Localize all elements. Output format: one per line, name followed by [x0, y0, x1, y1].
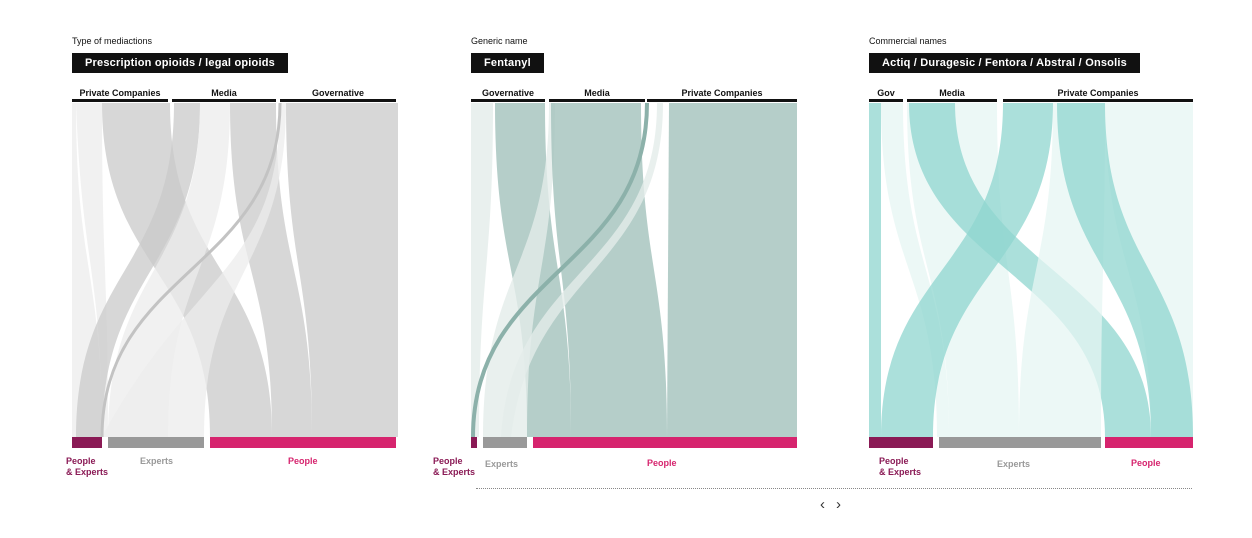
- next-arrow-icon[interactable]: ›: [836, 496, 841, 513]
- source-private-companies[interactable]: Private Companies: [1003, 88, 1193, 102]
- sankey-flows: [72, 102, 398, 448]
- flow-private-people-main: [1057, 103, 1193, 437]
- target-experts[interactable]: Experts: [997, 459, 1031, 469]
- target-people-experts-line1: People: [879, 456, 909, 466]
- target-bar-people: [210, 437, 396, 448]
- flow-gov-people: [286, 103, 398, 437]
- source-media[interactable]: Media: [549, 88, 645, 102]
- flow-gov-thin: [100, 102, 282, 438]
- panel-kicker: Type of mediactions: [72, 36, 153, 46]
- flow-media-experts: [108, 103, 230, 437]
- flow-private-people-experts: [881, 103, 1053, 437]
- target-people[interactable]: People: [647, 458, 677, 468]
- source-gov[interactable]: Gov: [869, 88, 903, 102]
- target-people-experts-line2: & Experts: [879, 467, 922, 477]
- sankey-flows: [471, 102, 797, 448]
- target-bar-experts: [939, 437, 1101, 448]
- flow-media-people: [230, 103, 312, 437]
- flow-gov-experts: [471, 103, 493, 437]
- panel-kicker: Commercial names: [869, 36, 947, 46]
- source-governative[interactable]: Governative: [471, 88, 545, 102]
- target-people[interactable]: People: [1131, 458, 1161, 468]
- panel-title: Fentanyl: [471, 53, 544, 73]
- panel-title: Prescription opioids / legal opioids: [72, 53, 288, 73]
- target-bar-experts: [483, 437, 527, 448]
- flow-media-experts: [483, 103, 555, 437]
- target-bar-people: [533, 437, 797, 448]
- target-bar-people: [1105, 437, 1193, 448]
- panel-title: Actiq / Duragesic / Fentora / Abstral / …: [869, 53, 1140, 73]
- target-people-experts[interactable]: People & Experts: [66, 456, 108, 478]
- flow-private-people: [667, 103, 797, 437]
- source-private-companies[interactable]: Private Companies: [647, 88, 797, 102]
- target-people-experts-line1: People: [66, 456, 96, 466]
- target-experts[interactable]: Experts: [140, 456, 174, 466]
- source-media[interactable]: Media: [907, 88, 997, 102]
- target-experts[interactable]: Experts: [485, 459, 519, 469]
- flow-gov-people-experts: [869, 103, 881, 437]
- target-bar-people-experts: [72, 437, 102, 448]
- carousel-dotted-divider: [476, 488, 1192, 489]
- target-people-experts[interactable]: People & Experts: [433, 456, 475, 478]
- panel-fentanyl: Generic name Fentanyl Governative Media …: [433, 0, 801, 538]
- panel-commercial-names: Commercial names Actiq / Duragesic / Fen…: [869, 0, 1199, 538]
- source-governative[interactable]: Governative: [280, 88, 396, 102]
- flow-media-people-experts: [76, 103, 200, 437]
- target-bar-experts: [108, 437, 204, 448]
- target-people-experts-line1: People: [433, 456, 463, 466]
- target-people[interactable]: People: [288, 456, 318, 466]
- target-bar-people-experts: [869, 437, 933, 448]
- target-people-experts-line2: & Experts: [433, 467, 476, 477]
- target-people-experts-line2: & Experts: [66, 467, 109, 477]
- target-people-experts[interactable]: People & Experts: [879, 456, 921, 478]
- flow-media-people: [551, 103, 667, 437]
- flow-private-people-experts: [471, 102, 649, 438]
- target-bar-people-experts: [471, 437, 477, 448]
- source-private-companies[interactable]: Private Companies: [72, 88, 168, 102]
- prev-arrow-icon[interactable]: ‹: [820, 496, 825, 513]
- flow-gov-experts: [102, 103, 286, 437]
- panel-kicker: Generic name: [471, 36, 528, 46]
- source-media[interactable]: Media: [172, 88, 276, 102]
- sankey-flows: [869, 103, 1193, 448]
- panel-prescription-opioids: Type of mediactions Prescription opioids…: [66, 0, 402, 538]
